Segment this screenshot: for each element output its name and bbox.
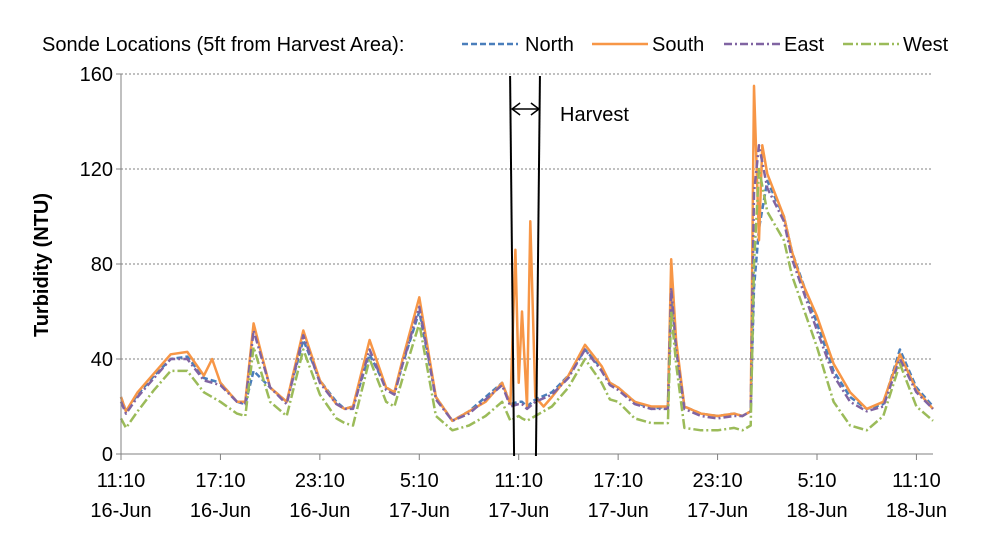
legend-title: Sonde Locations (5ft from Harvest Area): (42, 34, 404, 56)
harvest-label: Harvest (560, 104, 629, 126)
x-tick-date: 17-Jun (687, 500, 748, 522)
series-line-west (119, 167, 934, 432)
x-tick-date: 16-Jun (90, 500, 151, 522)
y-tick-label: 80 (91, 254, 113, 276)
x-tick-time: 11:10 (97, 470, 146, 492)
x-tick-time: 5:10 (400, 470, 439, 492)
legend-label-north: North (525, 34, 574, 56)
x-tick-date: 16-Jun (190, 500, 251, 522)
gridlines (121, 73, 933, 360)
x-tick-date: 17-Jun (488, 500, 549, 522)
series-group (119, 84, 934, 432)
x-tick-date: 18-Jun (886, 500, 947, 522)
legend-label-west: West (903, 34, 949, 56)
x-tick-date: 16-Jun (289, 500, 350, 522)
y-tick-label: 120 (80, 159, 113, 181)
x-tick-time: 5:10 (798, 470, 837, 492)
x-tick-time: 17:10 (593, 470, 643, 492)
series-line-south (119, 84, 934, 423)
x-tick-time: 11:10 (892, 470, 941, 492)
x-tick-date: 17-Jun (588, 500, 649, 522)
harvest-annotation: Harvest (509, 75, 629, 457)
harvest-end-line (534, 75, 541, 457)
y-tick-label: 160 (80, 64, 113, 86)
arrow-head-right (530, 102, 541, 116)
x-tick-time: 17:10 (195, 470, 245, 492)
y-tick-label: 0 (102, 444, 113, 466)
legend-label-south: South (652, 34, 704, 56)
x-tick-time: 11:10 (494, 470, 543, 492)
x-tick-time: 23:10 (693, 470, 743, 492)
series-line-north (119, 179, 934, 423)
legend-label-east: East (784, 34, 824, 56)
legend: Sonde Locations (5ft from Harvest Area):… (42, 34, 949, 56)
x-tick-time: 23:10 (295, 470, 345, 492)
x-tick-date: 17-Jun (389, 500, 450, 522)
arrow-head-left (510, 102, 521, 116)
y-tick-label: 40 (91, 349, 113, 371)
harvest-start-line (509, 75, 516, 457)
y-axis-label: Turbidity (NTU) (31, 193, 53, 337)
axes: 0 40 80 120 160 11:10 16-Jun 17:10 16-Jun 23:10 16… (80, 64, 947, 522)
x-tick-date: 18-Jun (786, 500, 847, 522)
series-line-east (119, 144, 934, 423)
